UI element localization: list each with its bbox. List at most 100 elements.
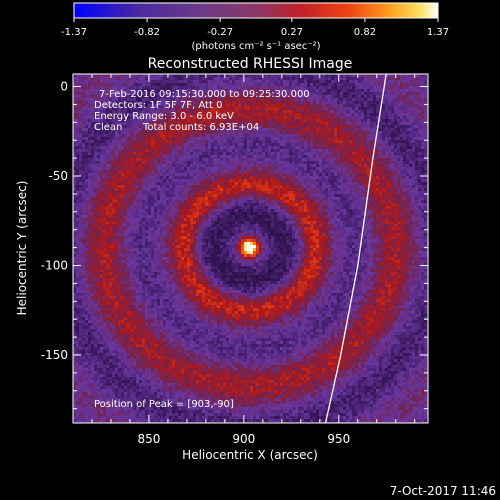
heatmap-pixel <box>403 107 407 111</box>
heatmap-pixel <box>424 158 428 162</box>
heatmap-pixel <box>214 74 218 78</box>
heatmap-pixel <box>79 110 83 114</box>
heatmap-pixel <box>103 161 107 165</box>
heatmap-pixel <box>268 131 272 135</box>
heatmap-pixel <box>139 155 143 159</box>
heatmap-pixel <box>271 95 275 99</box>
heatmap-pixel <box>211 137 215 141</box>
heatmap-pixel <box>334 188 338 192</box>
heatmap-pixel <box>160 89 164 93</box>
heatmap-pixel <box>103 152 107 156</box>
heatmap-pixel <box>85 170 89 174</box>
heatmap-pixel <box>175 149 179 153</box>
heatmap-pixel <box>139 110 143 114</box>
heatmap-pixel <box>322 158 326 162</box>
heatmap-pixel <box>259 92 263 96</box>
heatmap-pixel <box>136 173 140 177</box>
heatmap-pixel <box>223 179 227 183</box>
heatmap-pixel <box>79 197 83 201</box>
heatmap-pixel <box>406 191 410 195</box>
heatmap-pixel <box>424 167 428 171</box>
heatmap-pixel <box>244 161 248 165</box>
heatmap-pixel <box>241 176 245 180</box>
heatmap-pixel <box>412 86 416 90</box>
heatmap-pixel <box>310 185 314 189</box>
heatmap-pixel <box>259 128 263 132</box>
heatmap-pixel <box>244 185 248 189</box>
heatmap-pixel <box>190 89 194 93</box>
heatmap-pixel <box>238 116 242 120</box>
heatmap-pixel <box>280 110 284 114</box>
heatmap-pixel <box>337 152 341 156</box>
heatmap-pixel <box>307 164 311 168</box>
heatmap-pixel <box>175 101 179 105</box>
heatmap-pixel <box>142 164 146 168</box>
heatmap-pixel <box>328 86 332 90</box>
heatmap-pixel <box>163 101 167 105</box>
heatmap-pixel <box>319 134 323 138</box>
heatmap-pixel <box>400 161 404 165</box>
heatmap-pixel <box>196 149 200 153</box>
heatmap-pixel <box>169 116 173 120</box>
heatmap-pixel <box>343 119 347 123</box>
heatmap-pixel <box>184 179 188 183</box>
heatmap-pixel <box>217 131 221 135</box>
heatmap-pixel <box>340 149 344 153</box>
heatmap-pixel <box>244 83 248 87</box>
heatmap-pixel <box>391 152 395 156</box>
heatmap-pixel <box>409 95 413 99</box>
heatmap-pixel <box>187 176 191 180</box>
heatmap-pixel <box>121 86 125 90</box>
heatmap-pixel <box>256 137 260 141</box>
heatmap-pixel <box>238 119 242 123</box>
heatmap-pixel <box>115 122 119 126</box>
heatmap-pixel <box>82 107 86 111</box>
heatmap-pixel <box>145 161 149 165</box>
heatmap-pixel <box>208 80 212 84</box>
heatmap-pixel <box>274 83 278 87</box>
heatmap-pixel <box>301 104 305 108</box>
heatmap-pixel <box>121 128 125 132</box>
heatmap-pixel <box>187 128 191 132</box>
heatmap-pixel <box>145 155 149 159</box>
heatmap-pixel <box>148 122 152 126</box>
heatmap-pixel <box>418 119 422 123</box>
heatmap-pixel <box>145 113 149 117</box>
heatmap-pixel <box>424 179 428 183</box>
heatmap-pixel <box>289 101 293 105</box>
heatmap-pixel <box>208 146 212 150</box>
heatmap-pixel <box>415 155 419 159</box>
heatmap-pixel <box>400 125 404 129</box>
heatmap-pixel <box>331 113 335 117</box>
heatmap-pixel <box>127 113 131 117</box>
heatmap-pixel <box>319 74 323 78</box>
heatmap-pixel <box>160 173 164 177</box>
heatmap-pixel <box>391 146 395 150</box>
heatmap-pixel <box>142 170 146 174</box>
heatmap-pixel <box>340 74 344 78</box>
heatmap-pixel <box>202 149 206 153</box>
heatmap-pixel <box>352 125 356 129</box>
heatmap-pixel <box>352 185 356 189</box>
heatmap-pixel <box>379 77 383 81</box>
heatmap-pixel <box>163 125 167 129</box>
heatmap-pixel <box>346 155 350 159</box>
heatmap-pixel <box>208 140 212 144</box>
heatmap-pixel <box>169 107 173 111</box>
heatmap-pixel <box>214 101 218 105</box>
heatmap-pixel <box>286 185 290 189</box>
heatmap-pixel <box>250 167 254 171</box>
heatmap-pixel <box>100 80 104 84</box>
heatmap-pixel <box>388 107 392 111</box>
heatmap-pixel <box>250 131 254 135</box>
heatmap-pixel <box>406 173 410 177</box>
heatmap-pixel <box>175 167 179 171</box>
heatmap-pixel <box>418 158 422 162</box>
heatmap-pixel <box>382 179 386 183</box>
heatmap-pixel <box>397 191 401 195</box>
heatmap-pixel <box>301 128 305 132</box>
heatmap-pixel <box>328 146 332 150</box>
heatmap-pixel <box>82 89 86 93</box>
heatmap-pixel <box>385 161 389 165</box>
heatmap-pixel <box>406 146 410 150</box>
